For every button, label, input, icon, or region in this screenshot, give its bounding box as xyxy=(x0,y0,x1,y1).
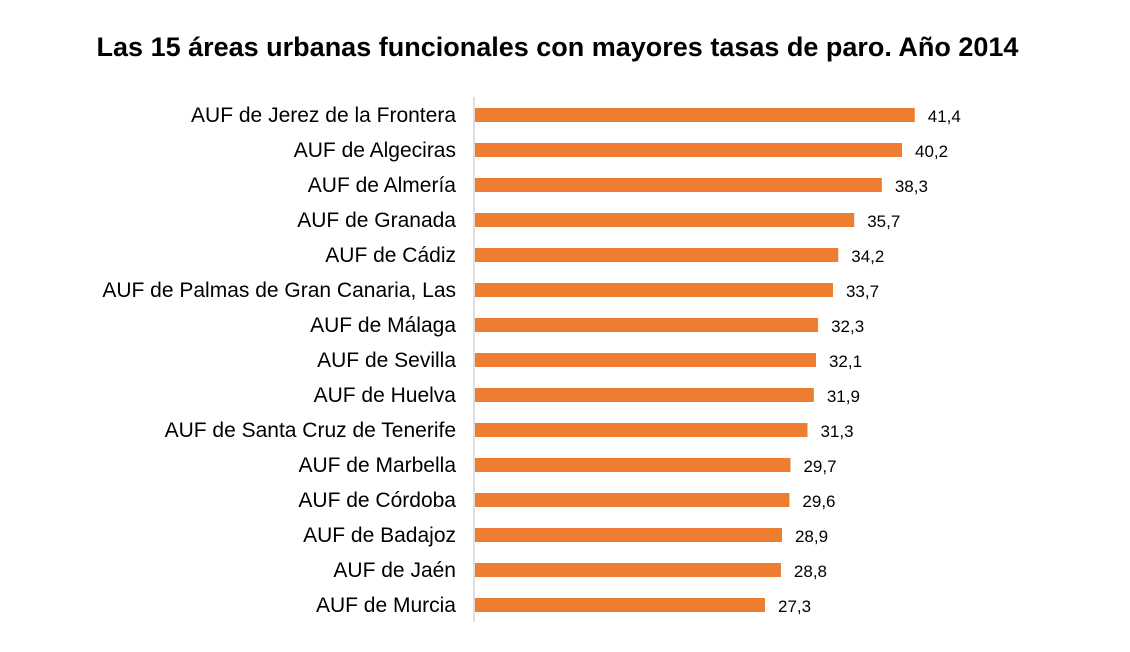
category-label: AUF de Málaga xyxy=(310,314,456,337)
bar xyxy=(475,353,816,367)
bar xyxy=(475,528,782,542)
data-label: 29,6 xyxy=(802,492,835,511)
category-label: AUF de Badajoz xyxy=(303,524,456,547)
bars-group xyxy=(475,108,915,612)
bar xyxy=(475,143,903,157)
value-labels-group: 41,4 40,2 38,3 35,7 34,2 33,7 32,3 32,1 31,9 31,3… xyxy=(778,107,961,616)
bar xyxy=(475,213,855,227)
bar xyxy=(475,563,781,577)
category-label: AUF de Sevilla xyxy=(317,349,456,372)
data-label: 29,7 xyxy=(803,457,836,476)
category-label: AUF de Granada xyxy=(297,209,456,232)
data-label: 28,9 xyxy=(795,527,828,546)
bar xyxy=(475,318,819,332)
category-label: AUF de Santa Cruz de Tenerife xyxy=(165,419,456,442)
data-label: 38,3 xyxy=(895,177,928,196)
category-label: AUF de Algeciras xyxy=(294,139,456,162)
bar xyxy=(475,388,814,402)
chart-title: Las 15 áreas urbanas funcionales con may… xyxy=(96,32,1019,62)
data-label: 32,3 xyxy=(831,317,864,336)
bar xyxy=(475,283,833,297)
data-label: 34,2 xyxy=(851,247,884,266)
data-label: 28,8 xyxy=(794,562,827,581)
data-label: 31,3 xyxy=(820,422,853,441)
category-label: AUF de Palmas de Gran Canaria, Las xyxy=(102,279,456,302)
data-label: 35,7 xyxy=(867,212,900,231)
category-label: AUF de Jaén xyxy=(333,559,456,582)
category-label: AUF de Marbella xyxy=(298,454,456,477)
category-label: AUF de Cádiz xyxy=(325,244,456,267)
category-labels-group: AUF de Jerez de la Frontera AUF de Algeci… xyxy=(102,104,456,617)
data-label: 40,2 xyxy=(915,142,948,161)
bar xyxy=(475,423,808,437)
bar xyxy=(475,248,839,262)
data-label: 27,3 xyxy=(778,597,811,616)
bar xyxy=(475,493,790,507)
category-label: AUF de Huelva xyxy=(314,384,457,407)
bar xyxy=(475,598,765,612)
bar xyxy=(475,108,915,122)
category-label: AUF de Córdoba xyxy=(298,489,456,512)
data-label: 33,7 xyxy=(846,282,879,301)
bar xyxy=(475,458,791,472)
data-label: 32,1 xyxy=(829,352,862,371)
category-label: AUF de Murcia xyxy=(316,594,456,617)
bar xyxy=(475,178,882,192)
category-label: AUF de Almería xyxy=(308,174,457,197)
data-label: 31,9 xyxy=(827,387,860,406)
data-label: 41,4 xyxy=(928,107,961,126)
category-label: AUF de Jerez de la Frontera xyxy=(191,104,456,127)
